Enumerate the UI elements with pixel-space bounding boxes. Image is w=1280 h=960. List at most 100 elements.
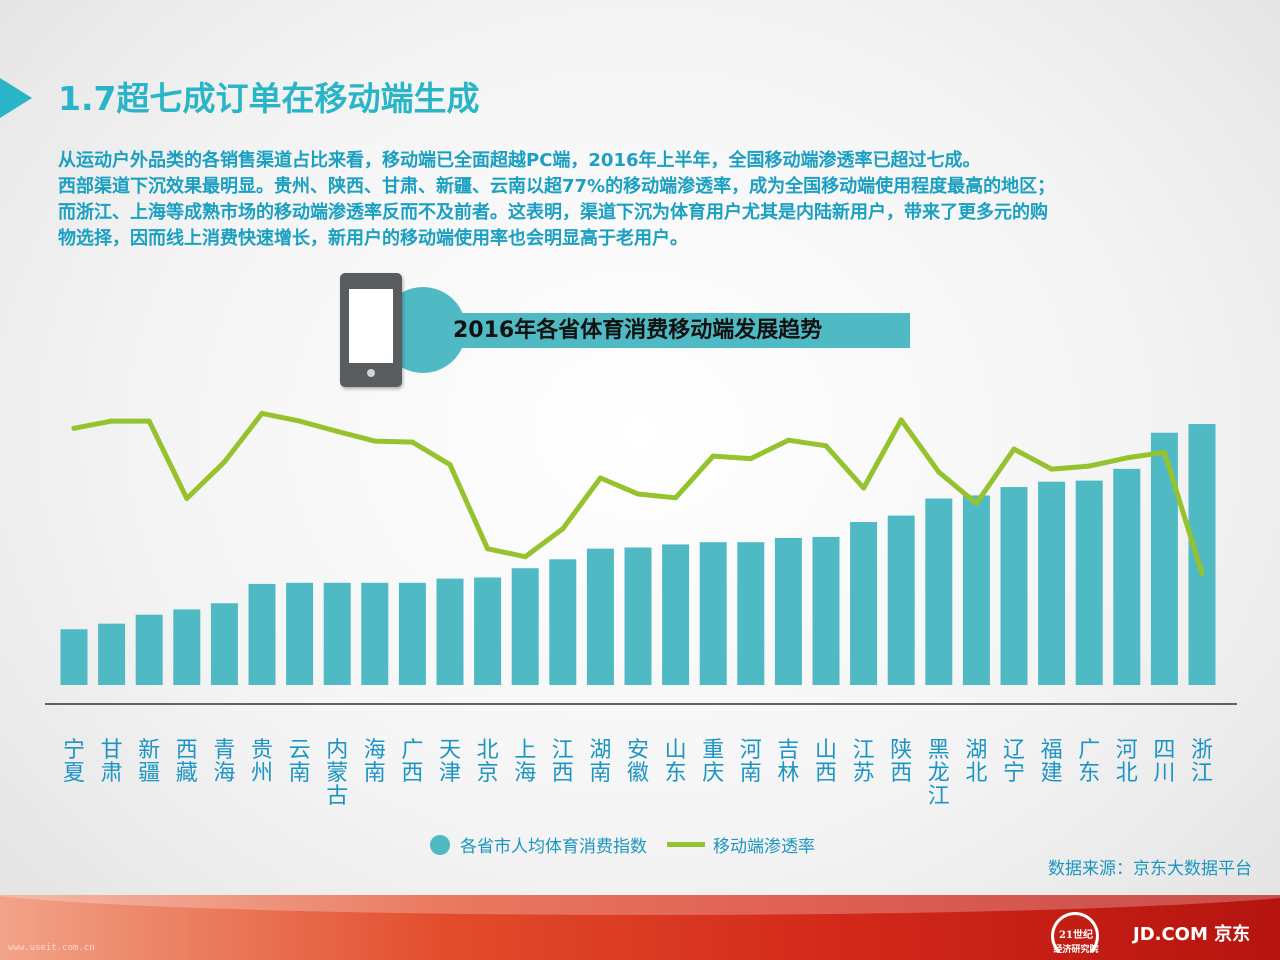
x-tick-label: 山西 [815, 738, 837, 786]
x-tick-label: 河北 [1116, 738, 1138, 786]
bar-25 [1000, 487, 1028, 685]
line-point-21 [861, 485, 867, 491]
bar-7 [323, 582, 351, 685]
line-point-30 [1199, 570, 1205, 576]
x-tick-label: 西藏 [176, 738, 198, 786]
x-tick-label: 福建 [1041, 738, 1063, 786]
21cn-logo: 21世纪 经济研究院 [1048, 912, 1104, 960]
line-point-18 [748, 456, 754, 462]
x-tick-label: 湖南 [589, 738, 611, 786]
phone-button [367, 369, 375, 377]
x-tick-label: 浙江 [1191, 738, 1213, 786]
bar-11 [474, 577, 502, 685]
bar-12 [511, 568, 539, 685]
line-point-8 [372, 438, 378, 444]
line-point-12 [522, 554, 528, 560]
x-tick-label: 上海 [514, 738, 536, 786]
x-tick-label: 云南 [289, 738, 311, 786]
bar-29 [1150, 432, 1178, 685]
x-tick-label: 山东 [665, 738, 687, 786]
line-point-29 [1161, 449, 1167, 455]
bar-13 [549, 559, 577, 685]
bar-1 [98, 623, 126, 685]
line-point-26 [1049, 466, 1055, 472]
x-tick-label: 江西 [552, 738, 574, 786]
x-tick-label: 安徽 [627, 738, 649, 786]
x-tick-label: 海南 [364, 738, 386, 786]
bar-10 [436, 578, 464, 685]
bar-6 [286, 582, 314, 685]
bar-9 [398, 582, 426, 685]
bar-16 [662, 544, 690, 685]
chart-title: 2016年各省体育消费移动端发展趋势 [453, 318, 823, 343]
line-point-22 [898, 417, 904, 423]
logo-ring [1051, 912, 1099, 960]
line-point-1 [109, 418, 115, 424]
line-point-10 [447, 462, 453, 468]
paragraph-line: 物选择，因而线上消费快速增长，新用户的移动端使用率也会明显高于老用户。 [58, 228, 688, 249]
line-point-15 [635, 491, 641, 497]
bar-4 [210, 603, 238, 685]
legend-line-swatch [667, 842, 705, 847]
x-tick-label: 陕西 [890, 738, 912, 786]
bar-14 [586, 548, 614, 685]
line-point-13 [560, 526, 566, 532]
bar-23 [925, 498, 953, 685]
paragraph-line: 西部渠道下沉效果最明显。贵州、陕西、甘肃、新疆、云南以超77%的移动端渗透率，成… [58, 176, 1056, 197]
line-point-25 [1011, 446, 1017, 452]
line-point-6 [297, 418, 303, 424]
x-tick-label: 甘肃 [101, 738, 123, 786]
line-point-23 [936, 469, 942, 475]
line-point-3 [184, 495, 190, 501]
line-point-20 [823, 443, 829, 449]
x-tick-label: 广西 [401, 738, 423, 786]
bar-8 [361, 582, 389, 685]
x-tick-label: 重庆 [702, 738, 724, 786]
bar-3 [173, 609, 201, 685]
jd-logo: JD.COM 京东 [1133, 924, 1251, 945]
paragraph-line: 而浙江、上海等成熟市场的移动端渗透率反而不及前者。这表明，渠道下沉为体育用户尤其… [58, 202, 1048, 223]
bar-30 [1188, 424, 1216, 685]
line-point-5 [259, 410, 265, 416]
paragraph-line: 从运动户外品类的各销售渠道占比来看，移动端已全面超越PC端，2016年上半年，全… [58, 150, 981, 171]
page-title: 1.7超七成订单在移动端生成 [58, 79, 480, 118]
x-tick-label: 湖北 [965, 738, 987, 786]
line-point-2 [146, 418, 152, 424]
x-tick-label: 河南 [740, 738, 762, 786]
bar-28 [1113, 468, 1141, 685]
line-point-27 [1086, 463, 1092, 469]
bar-15 [624, 547, 652, 685]
bar-2 [135, 614, 163, 685]
bar-19 [774, 538, 802, 685]
data-source: 数据来源：京东大数据平台 [1048, 859, 1252, 879]
chart-banner [416, 313, 910, 348]
bar-5 [248, 583, 276, 685]
bar-27 [1075, 480, 1103, 685]
line-point-7 [334, 428, 340, 434]
bar-22 [887, 515, 915, 685]
chart-legend: 各省市人均体育消费指数 移动端渗透率 [430, 832, 815, 857]
line-point-24 [973, 500, 979, 506]
logo-line2: 经济研究院 [1053, 945, 1099, 955]
x-tick-label: 吉林 [777, 738, 799, 786]
line-point-11 [485, 546, 491, 552]
x-tick-label: 广东 [1078, 738, 1100, 786]
title-arrow-icon [0, 78, 32, 118]
footer-url: www.useit.com.cn [8, 943, 95, 953]
legend-bar-label: 各省市人均体育消费指数 [460, 837, 647, 857]
x-tick-label: 北京 [477, 738, 499, 786]
legend-bar-swatch [430, 834, 450, 855]
logo-line1: 21世纪 [1059, 930, 1093, 941]
x-tick-label: 宁夏 [63, 738, 85, 786]
x-tick-label: 贵州 [251, 738, 273, 786]
bar-21 [850, 522, 878, 685]
x-tick-label: 辽宁 [1003, 738, 1025, 786]
x-tick-label: 四川 [1153, 738, 1175, 786]
bar-24 [962, 495, 990, 685]
legend-line-label: 移动端渗透率 [713, 837, 815, 857]
x-tick-label: 新疆 [138, 738, 160, 786]
x-tick-label: 黑龙江 [928, 738, 950, 809]
bar-0 [60, 629, 88, 685]
line-point-14 [597, 475, 603, 481]
